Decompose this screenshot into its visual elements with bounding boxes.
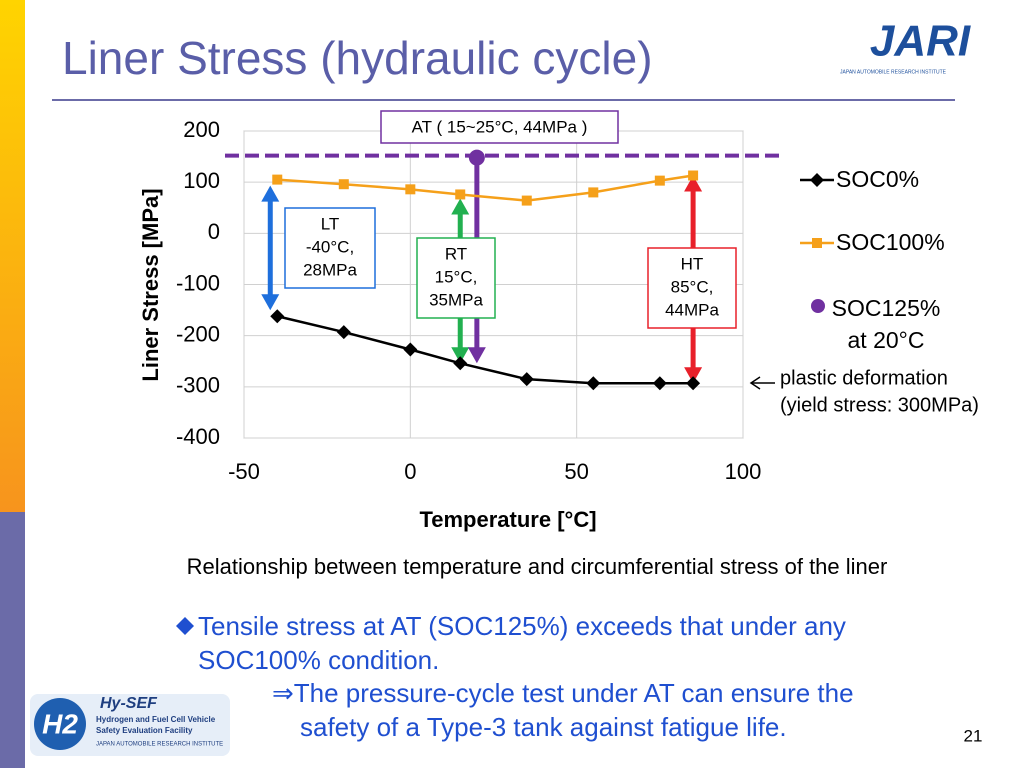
- bullet-marker: [176, 617, 194, 635]
- y-tick-label: 0: [208, 219, 220, 244]
- page-number: 21: [964, 726, 983, 745]
- data-point: [586, 376, 601, 391]
- data-point: [405, 184, 416, 195]
- y-tick-label: -300: [176, 373, 220, 398]
- y-tick-label: 100: [183, 168, 220, 193]
- annotation-text: RT: [445, 244, 467, 263]
- arrow-head: [684, 367, 703, 384]
- caption: Relationship between temperature and cir…: [187, 554, 888, 579]
- bullet-text: Tensile stress at AT (SOC125%) exceeds t…: [198, 611, 846, 675]
- data-point: [338, 179, 349, 190]
- note-arrow-head: [749, 376, 761, 390]
- hysef-sub: Hydrogen and Fuel Cell Vehicle: [96, 715, 216, 724]
- arrow-head: [261, 185, 280, 202]
- y-tick-label: -200: [176, 321, 220, 346]
- data-point: [270, 309, 285, 324]
- annotation-text: -40°C,: [306, 237, 354, 256]
- annotation-box: [380, 110, 619, 144]
- annotation-text: 44MPa: [665, 300, 719, 319]
- annotation-text: 85°C,: [671, 277, 714, 296]
- hysef-sub: JAPAN AUTOMOBILE RESEARCH INSTITUTE: [96, 742, 223, 748]
- side-stripe: [0, 0, 25, 512]
- series-line: [276, 315, 694, 385]
- annotation-box: [647, 247, 737, 329]
- legend-marker: [812, 238, 822, 248]
- data-point: [468, 149, 485, 166]
- data-point: [519, 372, 534, 387]
- arrow-head: [261, 294, 280, 311]
- slide-title: Liner Stress (hydraulic cycle): [62, 32, 653, 84]
- y-axis-label: Liner Stress [MPa]: [138, 188, 163, 381]
- x-axis-label: Temperature [°C]: [419, 507, 596, 532]
- annotation-text: 28MPa: [303, 260, 357, 279]
- data-point: [455, 189, 466, 200]
- annotation-text: 35MPa: [429, 290, 483, 309]
- hysef-name: Hy-SEF: [100, 695, 158, 712]
- data-point: [686, 376, 701, 391]
- jari-subtitle: JAPAN AUTOMOBILE RESEARCH INSTITUTE: [840, 69, 947, 75]
- arrow-head: [451, 347, 470, 364]
- data-point: [403, 342, 418, 357]
- jari-logo: JARI: [870, 17, 971, 66]
- annotation-box: [416, 237, 496, 319]
- annotation-box: [284, 207, 376, 289]
- x-tick-label: 0: [404, 459, 416, 484]
- data-point: [588, 187, 599, 198]
- y-tick-label: 200: [183, 117, 220, 142]
- arrow-head: [467, 347, 486, 364]
- h2-emblem: [34, 698, 86, 750]
- x-tick-label: -50: [228, 459, 260, 484]
- legend-label: SOC100%: [836, 229, 945, 255]
- note-text: plastic deformation: [780, 367, 948, 389]
- legend-marker: [810, 173, 824, 187]
- legend-marker: [811, 299, 825, 313]
- data-point: [336, 325, 351, 340]
- annotation-text: AT ( 15~25°C, 44MPa ): [412, 117, 588, 136]
- note-text: (yield stress: 300MPa): [780, 394, 979, 416]
- y-tick-label: -100: [176, 270, 220, 295]
- annotation-text: 15°C,: [435, 267, 478, 286]
- arrow-head: [451, 198, 470, 215]
- x-tick-label: 100: [725, 459, 762, 484]
- legend-label: SOC125% at 20°C: [831, 295, 941, 353]
- hysef-sub: Safety Evaluation Facility: [96, 726, 193, 735]
- data-point: [652, 376, 667, 391]
- y-tick-label: -400: [176, 424, 220, 449]
- annotation-text: HT: [681, 254, 704, 273]
- side-stripe: [0, 512, 25, 768]
- data-point: [521, 195, 532, 206]
- data-point: [453, 356, 468, 371]
- arrow-head: [684, 175, 703, 192]
- bullet-text: ⇒The pressure-cycle test under AT can en…: [272, 678, 854, 742]
- x-tick-label: 50: [564, 459, 588, 484]
- annotation-text: LT: [321, 214, 340, 233]
- series-line: [277, 174, 694, 202]
- h2-text: H2: [42, 708, 78, 739]
- data-point: [688, 170, 699, 181]
- data-point: [272, 174, 283, 185]
- legend-label: SOC0%: [836, 166, 919, 192]
- data-point: [654, 175, 665, 186]
